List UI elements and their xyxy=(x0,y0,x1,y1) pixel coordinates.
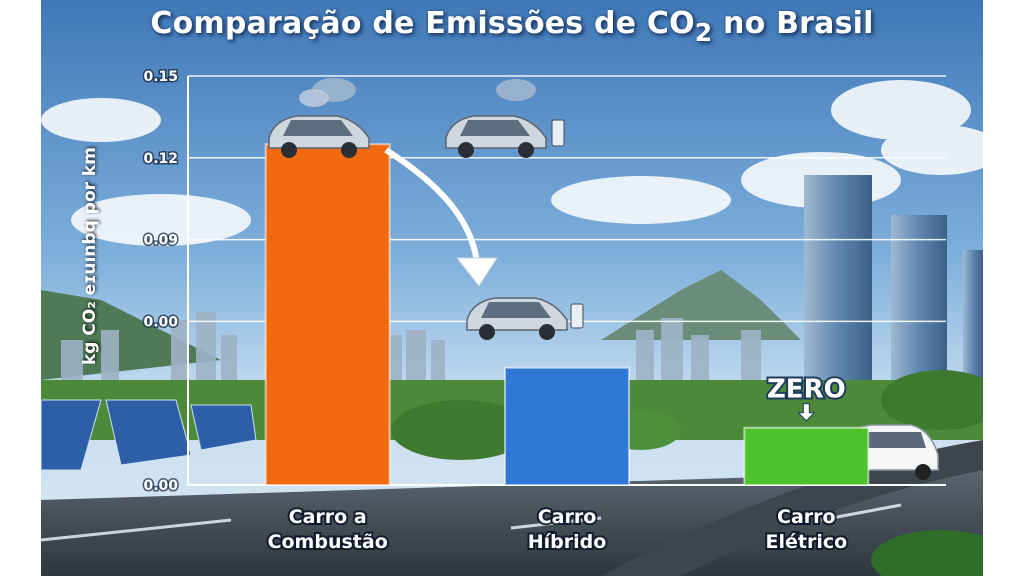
combustion-car-icon xyxy=(268,78,370,158)
chart-figure: 0.00 0.00 0.09 0.12 0.15 Carro a Combustão Car… xyxy=(41,0,983,576)
transition-arrow xyxy=(384,147,480,263)
y-tick-label: 0.15 xyxy=(143,69,178,85)
y-tick-label: 0.12 xyxy=(143,151,178,167)
down-arrow-icon xyxy=(797,403,816,422)
category-labels: Carro a Combustão Carro Híbrido Carro Elétric… xyxy=(266,504,850,555)
title-main: Comparação de Emissões de CO xyxy=(150,6,695,41)
category-label: Carro xyxy=(538,506,597,528)
category-label: Carro xyxy=(777,506,836,528)
title-tail: no Brasil xyxy=(712,6,874,41)
hybrid-car-icon xyxy=(466,297,584,340)
bar xyxy=(743,426,870,486)
bar-chart: 0.000.000.090.120.15 Carro aCombustãoCar… xyxy=(142,68,946,555)
y-tick-labels: 0.00 0.00 0.09 0.12 0.15 xyxy=(142,68,180,496)
chart-title: Comparação de Emissões de CO2 no Brasil xyxy=(41,6,983,47)
category-label: Combustão xyxy=(268,531,388,553)
bars xyxy=(264,143,870,487)
chart-decorations: ZERO xyxy=(268,78,848,422)
category-label: Elétrico xyxy=(765,531,847,553)
title-subscript: 2 xyxy=(694,18,713,47)
zero-annotation: ZERO xyxy=(767,375,846,405)
hybrid-car-top-icon xyxy=(445,79,565,158)
y-tick-label: 0.00 xyxy=(143,314,178,330)
category-label: Carro a xyxy=(289,506,367,528)
y-tick-label: 0.09 xyxy=(143,233,178,249)
y-tick-label: 0.00 xyxy=(143,478,178,494)
y-axis-label: kg CO₂ eɪuınbq por km xyxy=(80,147,100,365)
bar xyxy=(264,143,391,487)
bar xyxy=(504,366,630,486)
arrow-head-icon xyxy=(455,257,498,287)
category-label: Híbrido xyxy=(528,531,607,553)
